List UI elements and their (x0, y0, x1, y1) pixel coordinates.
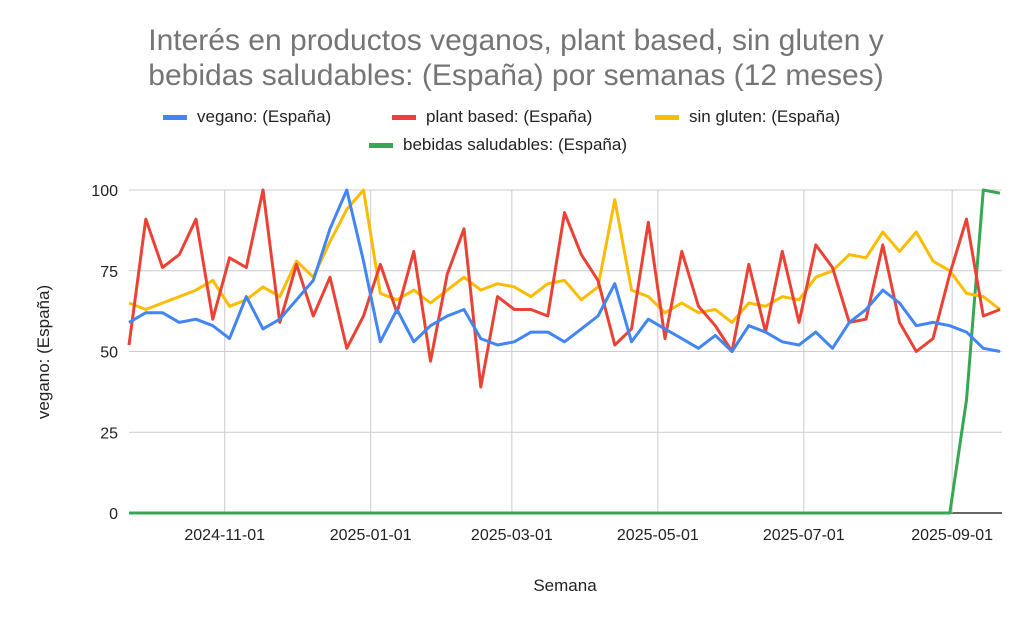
legend-label: bebidas saludables: (España) (403, 135, 627, 154)
legend-swatch (163, 115, 187, 120)
x-tick-label: 2025-07-01 (763, 527, 845, 544)
series-line-2 (128, 188, 1001, 324)
legend-swatch (655, 115, 679, 120)
series-line-1 (127, 188, 1001, 389)
x-tick-label: 2025-09-01 (911, 527, 993, 544)
series-line-0 (128, 188, 1001, 353)
legend-label: sin gluten: (España) (689, 107, 840, 126)
y-tick-label: 100 (91, 183, 118, 200)
x-tick-label: 2025-03-01 (471, 527, 553, 544)
legend-swatch (392, 115, 416, 120)
legend-swatch (369, 143, 393, 148)
x-axis-ticks: 2024-11-01 2025-01-01 2025-03-01 2025-05-01… (184, 527, 993, 544)
legend-label: vegano: (España) (197, 107, 331, 126)
y-tick-label: 75 (100, 264, 118, 281)
y-axis-ticks: 0 25 50 75 100 (91, 183, 118, 523)
legend-label: plant based: (España) (426, 107, 592, 126)
x-axis-title: Semana (533, 576, 597, 595)
y-tick-label: 0 (109, 506, 118, 523)
x-tick-label: 2024-11-01 (184, 527, 265, 544)
y-axis-title: vegano: (España) (34, 285, 53, 419)
x-tick-label: 2025-01-01 (330, 527, 412, 544)
x-tick-label: 2025-05-01 (617, 527, 699, 544)
series-lines (127, 188, 1001, 515)
series-line-3 (129, 188, 1001, 515)
legend: vegano: (España) plant based: (España) sin… (163, 107, 840, 154)
y-tick-label: 50 (100, 345, 118, 362)
gridlines (129, 189, 1002, 514)
y-tick-label: 25 (100, 425, 118, 442)
chart-title-line-1: Interés en productos veganos, plant base… (148, 24, 883, 57)
chart-title-line-2: bebidas saludables: (España) por semanas… (148, 59, 883, 92)
